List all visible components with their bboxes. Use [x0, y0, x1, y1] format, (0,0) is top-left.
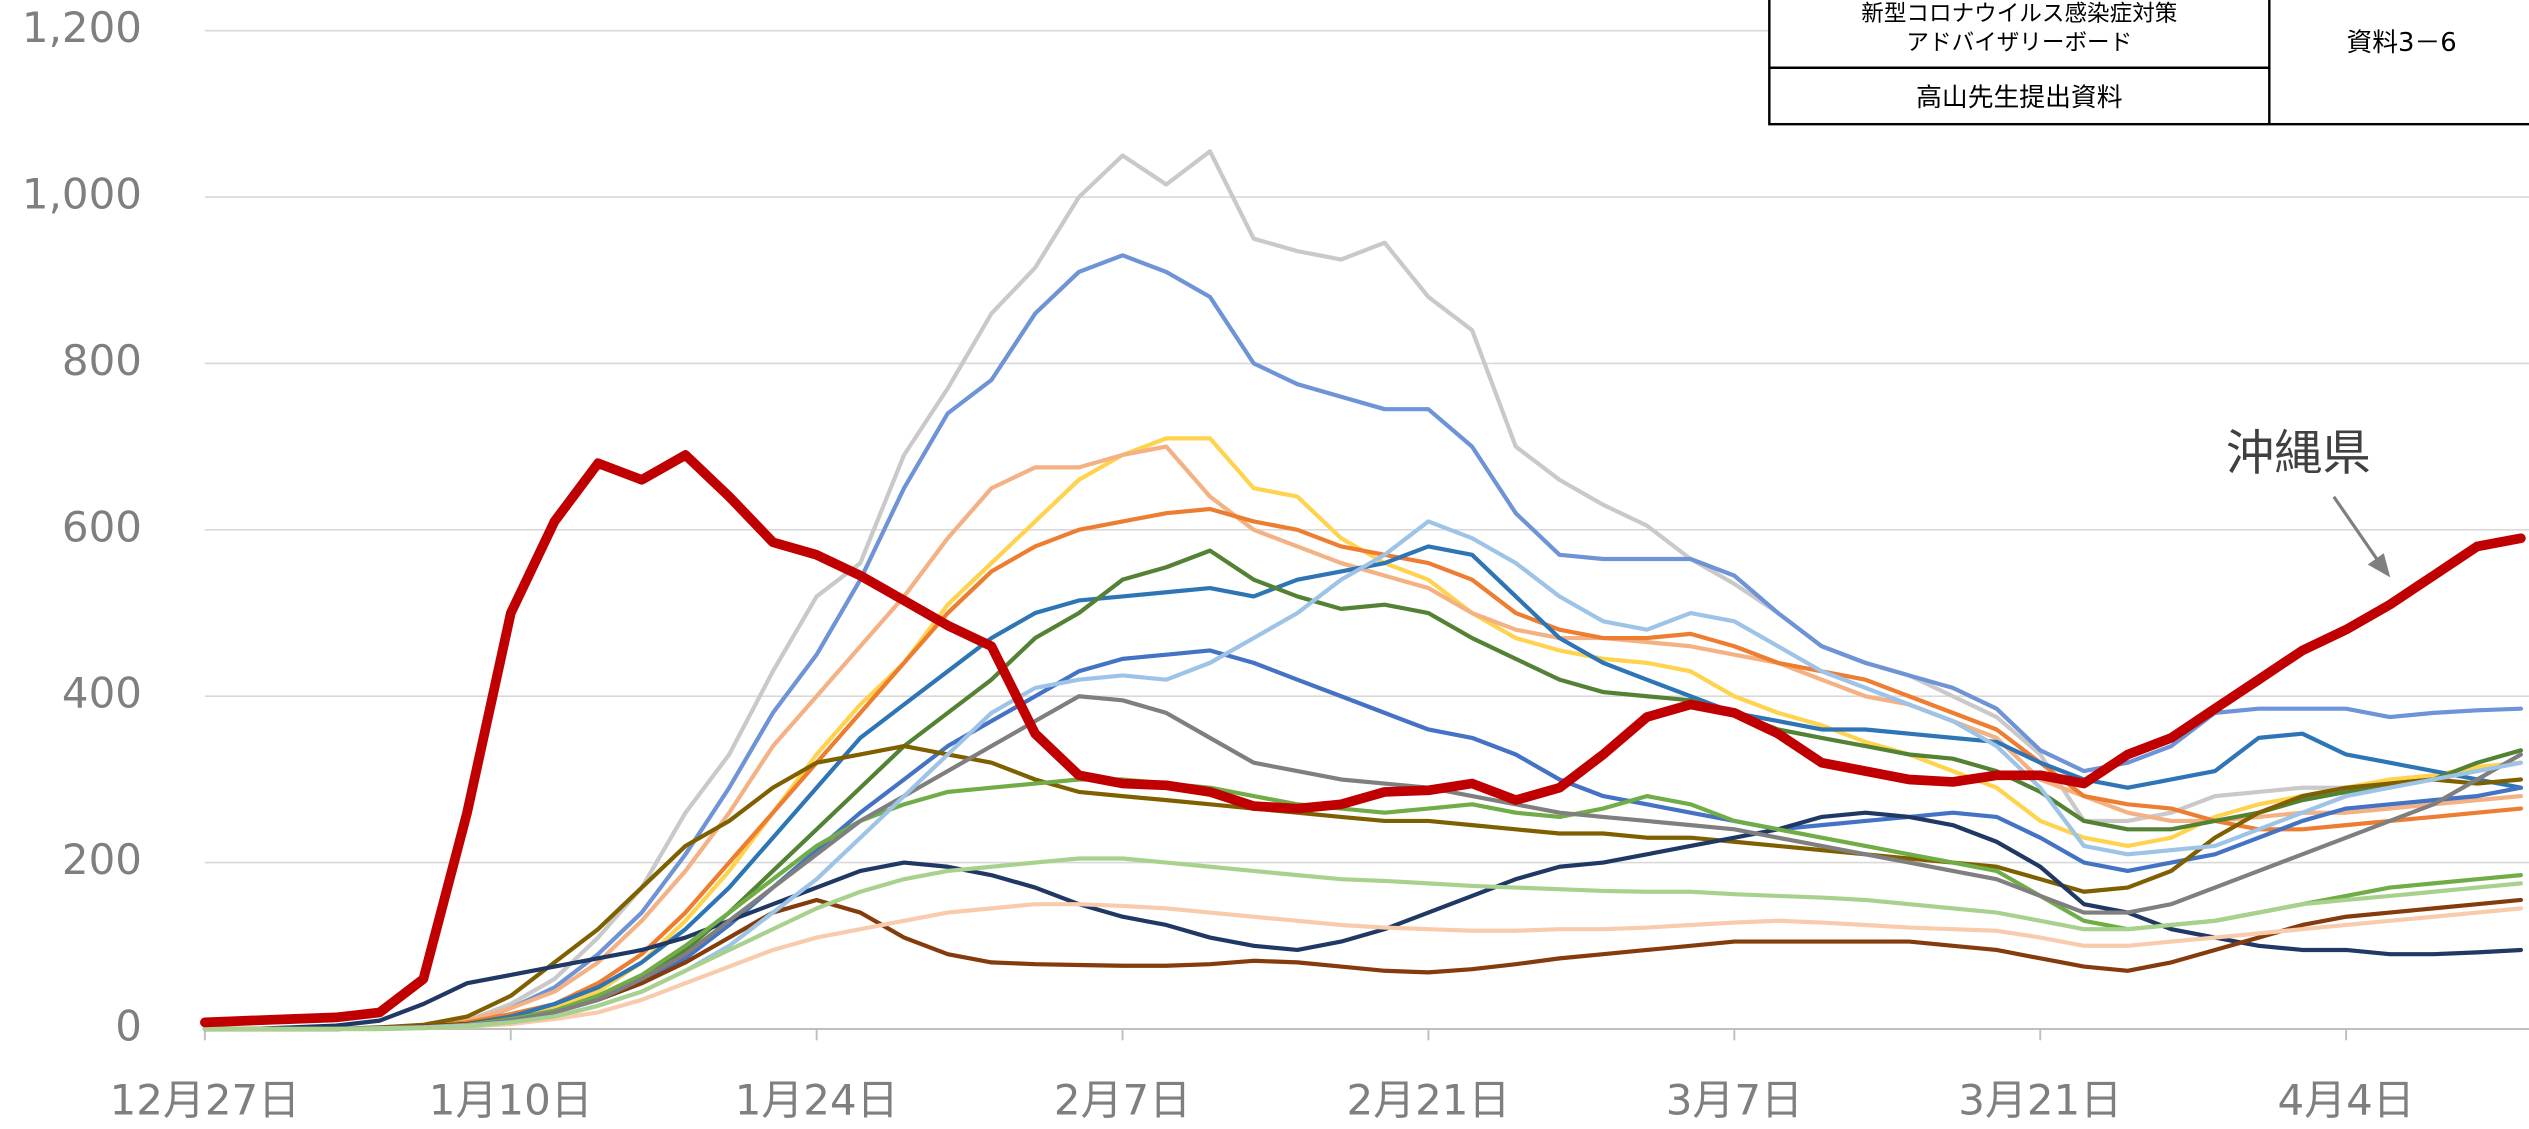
stamp-presenter: 高山先生提出資料 — [1916, 83, 2122, 113]
series-line — [202, 506, 2524, 1032]
series-line — [202, 810, 2524, 1032]
x-tick-label: 2月7日 — [1054, 1076, 1191, 1125]
stamp-code: 資料3－6 — [2346, 28, 2456, 58]
y-tick-label: 600 — [62, 502, 142, 551]
annotation-arrow — [2332, 495, 2382, 566]
series-line — [200, 450, 2526, 1028]
series-line — [202, 548, 2524, 1032]
series-line — [202, 902, 2524, 1032]
x-tick-label: 1月24日 — [735, 1076, 899, 1125]
stamp-board: アドバイザリーボード — [1906, 30, 2132, 56]
y-tick-label: 400 — [62, 669, 142, 718]
y-tick-label: 1,000 — [22, 170, 142, 219]
series-line — [202, 744, 2524, 1032]
x-tick-label: 1月10日 — [429, 1076, 593, 1125]
series-line — [202, 694, 2524, 1032]
stamp-box: 新型コロナウイルス感染症対策 アドバイザリーボード 高山先生提出資料 資料3－6 — [1768, 0, 2529, 126]
annotation-arrowhead — [2367, 553, 2391, 578]
x-tick-label: 12月27日 — [110, 1076, 301, 1125]
y-tick-label: 200 — [62, 835, 142, 884]
annotation: 沖縄県 — [2226, 425, 2371, 481]
stamp-board: 新型コロナウイルス感染症対策 — [1861, 1, 2177, 27]
series-line — [202, 544, 2524, 1032]
x-tick-label: 4月4日 — [2278, 1076, 2415, 1125]
series-line — [202, 253, 2524, 1032]
series-line — [202, 648, 2524, 1032]
y-tick-label: 800 — [62, 336, 142, 385]
y-tick-label: 0 — [115, 1002, 142, 1051]
y-tick-label: 1,200 — [22, 3, 142, 52]
x-tick-label: 2月21日 — [1346, 1076, 1510, 1125]
series-line — [202, 519, 2524, 1032]
series-line — [202, 856, 2524, 1032]
series-line — [202, 149, 2524, 1032]
plot: 0 200 400 600 800 1,000 1,200 12月27日 1月10日 1月24日 2… — [22, 3, 2529, 1125]
stamp-border — [1768, 0, 2529, 126]
x-tick-label: 3月7日 — [1666, 1076, 1803, 1125]
x-tick-label: 3月21日 — [1958, 1076, 2122, 1125]
